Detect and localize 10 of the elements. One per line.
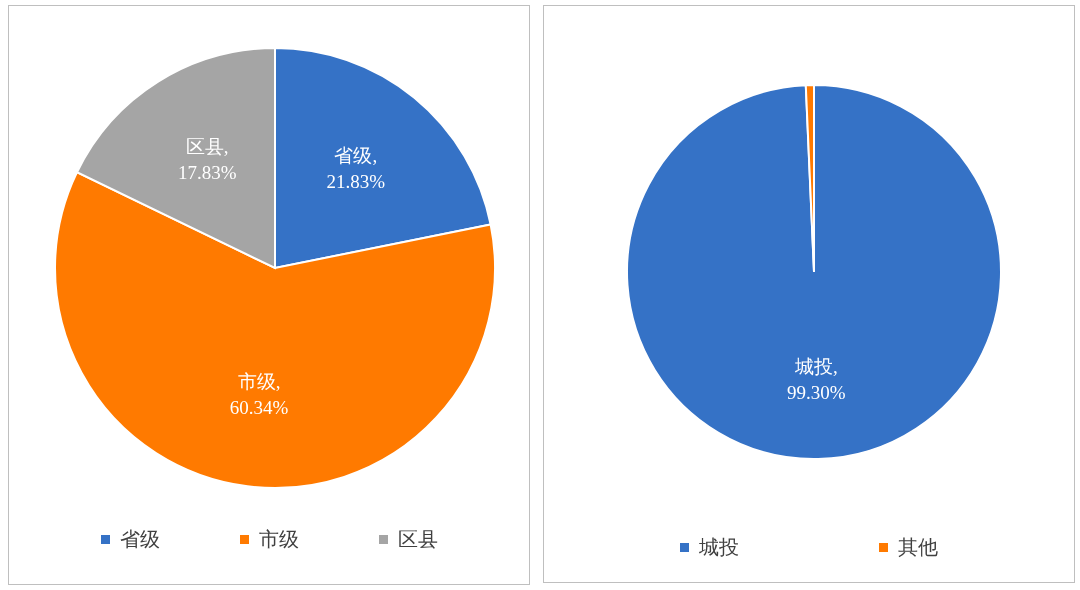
- legend-label: 城投: [699, 535, 739, 560]
- legend-label: 区县: [397, 527, 438, 552]
- legend-label: 省级: [119, 527, 160, 552]
- legend-label: 市级: [258, 527, 299, 552]
- data-label: 城投, 99.30%: [787, 356, 846, 404]
- pie-slice: [626, 84, 1002, 460]
- data-label: 区县, 17.83%: [177, 135, 237, 183]
- legend-label: 其他: [898, 535, 938, 560]
- data-label: 市级, 60.34%: [229, 370, 289, 418]
- data-label: 省级, 21.83%: [326, 145, 386, 193]
